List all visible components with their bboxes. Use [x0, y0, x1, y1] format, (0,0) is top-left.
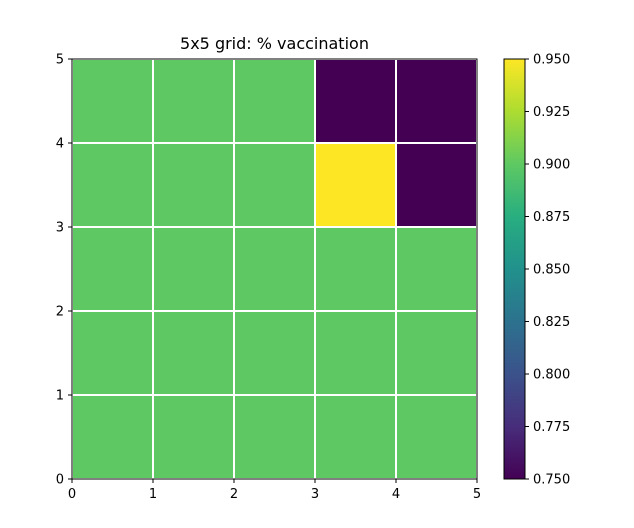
- heatmap-cell: [71, 226, 154, 312]
- heatmap-cell: [395, 142, 478, 228]
- heatmap-cell: [152, 310, 235, 396]
- heatmap-cell: [152, 142, 235, 228]
- x-tick-label: 5: [473, 487, 481, 502]
- heatmap-cell: [395, 310, 478, 396]
- heatmap-cell: [314, 142, 397, 228]
- y-tick-label: 5: [56, 53, 64, 68]
- x-tick-label: 2: [230, 487, 238, 502]
- heatmap-cell: [395, 394, 478, 480]
- heatmap-cell: [71, 310, 154, 396]
- heatmap-cell: [71, 142, 154, 228]
- x-tick-label: 4: [392, 487, 400, 502]
- heatmap-cell: [233, 310, 316, 396]
- colorbar-tick-label: 0.775: [533, 420, 570, 435]
- colorbar: [503, 58, 526, 480]
- heatmap-cell: [314, 394, 397, 480]
- colorbar-tick-label: 0.875: [533, 210, 570, 225]
- heatmap-cell: [152, 58, 235, 144]
- colorbar-tick-label: 0.750: [533, 473, 570, 488]
- heatmap-cell: [395, 58, 478, 144]
- heatmap-cell: [395, 226, 478, 312]
- colorbar-tick-label: 0.825: [533, 315, 570, 330]
- colorbar-tick-label: 0.800: [533, 368, 570, 383]
- x-tick-label: 1: [149, 487, 157, 502]
- heatmap-cell: [152, 394, 235, 480]
- heatmap-cell: [233, 226, 316, 312]
- x-tick-label: 3: [311, 487, 319, 502]
- y-tick-label: 4: [56, 137, 64, 152]
- y-tick-label: 2: [56, 305, 64, 320]
- heatmap-cell: [233, 142, 316, 228]
- chart-title: 5x5 grid: % vaccination: [180, 34, 369, 53]
- colorbar-tick-label: 0.950: [533, 53, 570, 68]
- plot-frame: [71, 58, 478, 480]
- heatmap-cell: [233, 394, 316, 480]
- colorbar-tick-label: 0.900: [533, 158, 570, 173]
- colorbar-tick-label: 0.850: [533, 263, 570, 278]
- heatmap-cell: [152, 226, 235, 312]
- colorbar-axis: 0.750 0.775 0.800 0.825 0.850 0.875 0.900 0.925…: [525, 53, 570, 488]
- heatmap-cell: [314, 310, 397, 396]
- heatmap-cell: [71, 394, 154, 480]
- heatmap-cells: [71, 58, 478, 480]
- heatmap-cell: [314, 58, 397, 144]
- y-tick-label: 0: [56, 473, 64, 488]
- colorbar-tick-label: 0.925: [533, 105, 570, 120]
- y-axis: 0 1 2 3 4 5: [56, 53, 72, 488]
- heatmap-cell: [233, 58, 316, 144]
- x-tick-label: 0: [68, 487, 76, 502]
- heatmap-cell: [71, 58, 154, 144]
- x-axis: 0 1 2 3 4 5: [68, 479, 481, 502]
- y-tick-label: 1: [56, 389, 64, 404]
- heatmap-cell: [314, 226, 397, 312]
- y-tick-label: 3: [56, 221, 64, 236]
